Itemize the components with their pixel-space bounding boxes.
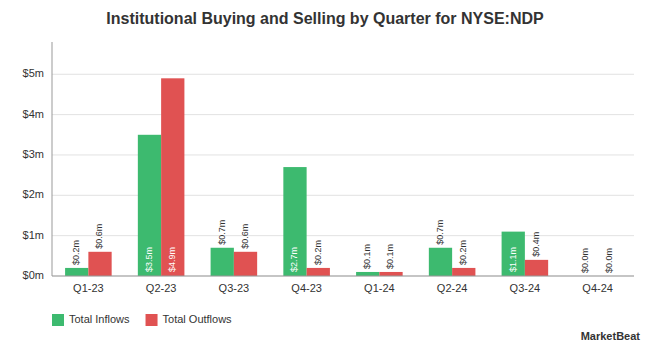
data-label: $2.7m xyxy=(289,247,299,272)
x-tick-label: Q1-24 xyxy=(364,282,395,294)
data-label: $3.5m xyxy=(144,247,154,272)
x-tick-label: Q4-24 xyxy=(582,282,613,294)
x-tick-label: Q3-23 xyxy=(219,282,250,294)
bars xyxy=(65,78,548,276)
data-label: $0.2m xyxy=(71,240,81,265)
grid-line xyxy=(52,114,634,115)
bar xyxy=(88,252,111,276)
data-label: $0.0m xyxy=(580,248,590,273)
y-tick-label: $5m xyxy=(23,67,44,79)
data-label: $4.9m xyxy=(167,247,177,272)
data-label: $0.1m xyxy=(362,244,372,269)
bar xyxy=(502,232,525,276)
x-tick-label: Q2-23 xyxy=(146,282,177,294)
x-axis-line xyxy=(52,276,634,277)
bar xyxy=(452,268,475,276)
legend-label: Total Inflows xyxy=(69,313,130,325)
bar xyxy=(161,78,184,276)
title: Institutional Buying and Selling by Quar… xyxy=(106,10,544,27)
bar xyxy=(234,252,257,276)
y-tick-label: $3m xyxy=(23,148,44,160)
chart: Institutional Buying and Selling by Quar… xyxy=(0,0,650,350)
bar xyxy=(65,268,88,276)
annotation: MarketBeat xyxy=(581,330,641,342)
x-tick-label: Q1-23 xyxy=(73,282,104,294)
legend: Total Inflows Total Outflows xyxy=(52,313,232,326)
data-label: $0.2m xyxy=(458,240,468,265)
y-tick-label: $2m xyxy=(23,188,44,200)
grid-line xyxy=(52,74,634,75)
data-label: $0.7m xyxy=(435,220,445,245)
y-tick-label: $4m xyxy=(23,108,44,120)
data-label: $0.7m xyxy=(217,220,227,245)
y-tick-label: $1m xyxy=(23,229,44,241)
y-tick-label: $0m xyxy=(23,269,44,281)
bar xyxy=(138,135,161,276)
x-tick-label: Q2-24 xyxy=(437,282,468,294)
legend-swatch xyxy=(146,314,158,326)
data-label: $0.4m xyxy=(531,232,541,257)
data-label: $0.0m xyxy=(604,248,614,273)
bar xyxy=(307,268,330,276)
y-axis-line xyxy=(52,42,53,276)
data-label: $0.2m xyxy=(313,240,323,265)
bar xyxy=(211,248,234,276)
data-label: $0.6m xyxy=(94,224,104,249)
bar xyxy=(283,167,306,276)
x-tick-label: Q4-23 xyxy=(291,282,322,294)
grid-line xyxy=(52,276,634,277)
data-label: $1.1m xyxy=(508,247,518,272)
data-label: $0.1m xyxy=(385,244,395,269)
data-labels: $0.2m $3.5m $0.7m $2.7m $0.1m $0.7m $1.1m $0.0m… xyxy=(71,220,614,273)
data-label: $0.6m xyxy=(240,224,250,249)
legend-label: Total Outflows xyxy=(163,313,233,325)
legend-swatch xyxy=(52,314,64,326)
bar xyxy=(429,248,452,276)
bar xyxy=(356,272,379,276)
bar xyxy=(525,260,548,276)
bar xyxy=(379,272,402,276)
x-tick-label: Q3-24 xyxy=(510,282,541,294)
